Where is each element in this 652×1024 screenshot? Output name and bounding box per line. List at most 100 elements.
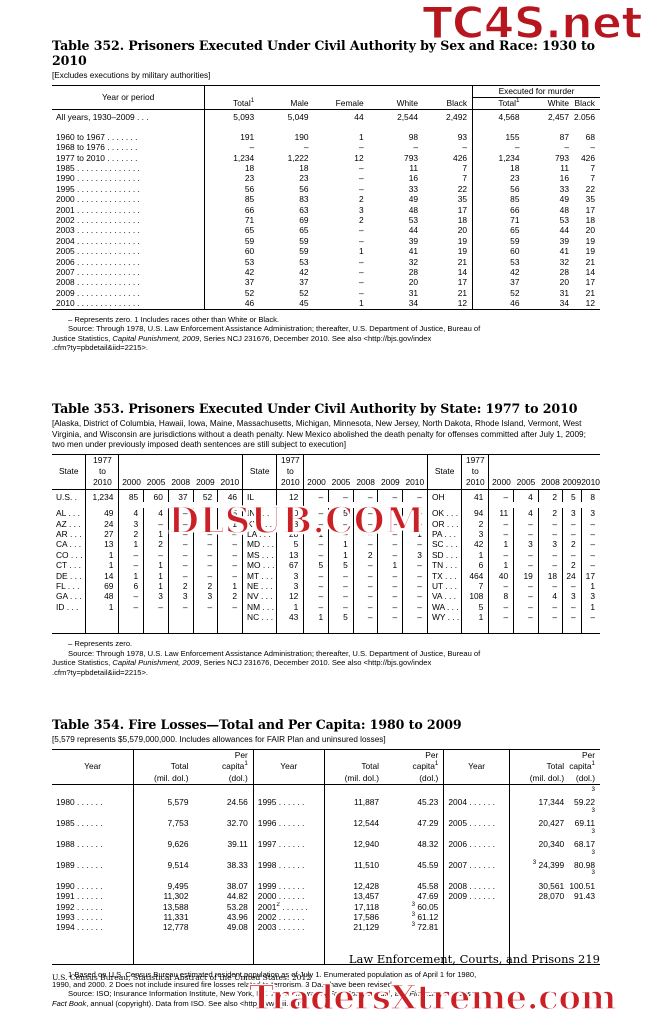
table-354-total-cell: 9,514	[133, 849, 194, 871]
spacer-cell	[488, 502, 514, 509]
table-353-cell: –	[513, 591, 539, 602]
spacer-cell	[472, 122, 525, 132]
empty-cell	[377, 622, 403, 634]
table-353-year-header	[303, 465, 329, 478]
table-353-cell: –	[402, 612, 428, 623]
table-352-col-header: Total1	[472, 97, 525, 110]
table-354-row-year: 2004 . . . . . .	[443, 784, 510, 808]
table-353-cell: –	[537, 612, 563, 623]
table-353-cell: 1	[580, 580, 600, 592]
table-352-cell: 34	[559, 298, 569, 309]
empty-cell	[443, 932, 510, 944]
table-row: 1990 . . . . . . 9,495 38.07 1999 . . . . .…	[52, 870, 600, 892]
table-353-cell: –	[513, 518, 539, 529]
table-353-period-header: to	[461, 465, 489, 478]
table-353-cell: 108	[461, 591, 489, 602]
table-352-cell: 85	[204, 194, 260, 205]
table-353-period-header: 2010	[85, 477, 119, 490]
table-353-cell: 6	[192, 508, 218, 519]
table-353-year-header	[488, 465, 514, 478]
table-352-cell: 18	[204, 162, 260, 174]
table-row: 2000 . . . . . . . . . . . . . . 85 83 2 49…	[52, 194, 600, 205]
table-row: 1990 . . . . . . . . . . . . . . 23 23 – 16…	[52, 173, 600, 184]
table-353-stub-header	[426, 454, 462, 466]
table-352-cell: 71	[204, 214, 260, 226]
table-352-cell: 1	[358, 131, 364, 142]
table-353-row-label: MS . . .	[242, 549, 277, 561]
table-352-cell: 12	[585, 298, 595, 309]
table-352-cell: 45	[299, 298, 309, 309]
table-353-cell: 27	[85, 528, 119, 540]
spacer-cell	[314, 123, 369, 132]
table-354-row-year: 1985 . . . . . .	[56, 818, 103, 829]
table-353-row-label: CA . . .	[56, 539, 82, 550]
t353-symbols-text: – Represents zero.	[68, 638, 133, 648]
table-352-cell: 31	[559, 287, 569, 298]
table-353-cell: –	[352, 528, 378, 540]
empty-cell	[508, 922, 570, 933]
t354-fn-1: 1 Based on U.S. Census Bureau estimated …	[68, 969, 477, 979]
table-353-cell: –	[352, 591, 378, 602]
table-353-cell: 1	[580, 601, 600, 613]
table-row: AZ . . . 24 3– – –1 KY . . . 3– – – – – OR . . . 2– –…	[52, 518, 600, 529]
empty-cell	[461, 622, 489, 634]
table-353-cell: –	[377, 612, 403, 623]
table-353-cell: –	[303, 508, 329, 519]
table-354-percapita-header: (dol.)	[419, 772, 439, 783]
spacer-cell	[204, 122, 260, 132]
table-353-cell: –	[192, 560, 218, 571]
table-row: CA . . . 13 1 2– – – MD . . . 5–1– – – SC . . . 42 1…	[52, 539, 600, 550]
table-row: 2001 . . . . . . . . . . . . . . 66 63 3 48…	[52, 204, 600, 215]
table-353-row-label: OH	[426, 489, 462, 503]
t353-source-2b: , Series NCJ 231676, December 2010. See …	[199, 658, 432, 668]
table-353-year-header	[193, 454, 218, 466]
table-352-cell: 20	[457, 225, 468, 236]
table-353-cell: 28	[276, 528, 304, 540]
table-354-total-header: (mil. dol.)	[133, 772, 194, 785]
table-353-cell: –	[303, 549, 329, 561]
table-353-cell: –	[537, 518, 563, 529]
empty-cell	[242, 622, 277, 634]
table-352-cell: 3	[358, 204, 364, 215]
table-353-cell: 2	[461, 518, 489, 529]
table-352-cell: 2	[358, 214, 364, 225]
table-352-col-header: Black	[446, 97, 468, 108]
table-352-cell: 21	[457, 256, 468, 267]
table-354-percapita-cell: 3 72.81	[411, 921, 439, 933]
table-353-cell: –	[377, 580, 403, 592]
table-352-cell: 44	[408, 225, 419, 236]
table-353-cell: –	[167, 528, 194, 540]
table-352-row-label: 1968 to 1976 . . . . . . .	[56, 142, 138, 153]
table-353-row-label: KY . . .	[242, 518, 277, 529]
table-354-total-cell: 11,302	[133, 891, 194, 902]
table-352-cell: 37	[299, 277, 309, 288]
table-353-cell: 1	[85, 560, 119, 571]
table-353-cell: –	[143, 518, 169, 529]
table-353-cell: 3	[537, 539, 563, 550]
table-353-headnote: [Alaska, District of Columbia, Hawaii, I…	[52, 419, 586, 449]
table-353-header-row: 2010 2000 2005 2008 2009 2010 2010 2000 2005 2008…	[52, 477, 600, 490]
table-353-cell: 2	[192, 580, 218, 592]
table-352-cell: 28	[408, 267, 419, 277]
table-353-year-header	[514, 466, 539, 477]
table-353-cell: –	[537, 601, 563, 613]
table-354-year-header	[52, 749, 134, 761]
spacer-cell	[423, 123, 472, 132]
table-353-title: Table 353. Prisoners Executed Under Civi…	[52, 401, 578, 416]
table-353-cell: 1	[303, 612, 329, 623]
table-353-year-header	[193, 466, 218, 477]
table-353-cell: 5	[276, 539, 304, 550]
table-353-row-label: NE . . .	[242, 580, 277, 592]
table-353-cell: –	[352, 489, 378, 503]
table-row: 2007 . . . . . . . . . . . . . . 42 42 – 28…	[52, 267, 600, 278]
table-352-cell: 53	[299, 256, 309, 267]
table-354-source-1: Source: ISO; Insurance Information Insti…	[52, 989, 600, 999]
table-352-cell: 48	[408, 204, 419, 215]
table-353-year-header	[378, 466, 403, 477]
table-354-percapita-cell: 47.29	[417, 818, 439, 829]
table-354-bottom-rule	[52, 964, 600, 967]
empty-cell	[167, 612, 194, 623]
table-row: 1989 . . . . . . 9,514 38.33 1998 . . . . .…	[52, 849, 600, 871]
table-352-total-value: 2.056	[574, 112, 595, 123]
table-353-header-row: 1977 1977 1977	[52, 454, 600, 466]
